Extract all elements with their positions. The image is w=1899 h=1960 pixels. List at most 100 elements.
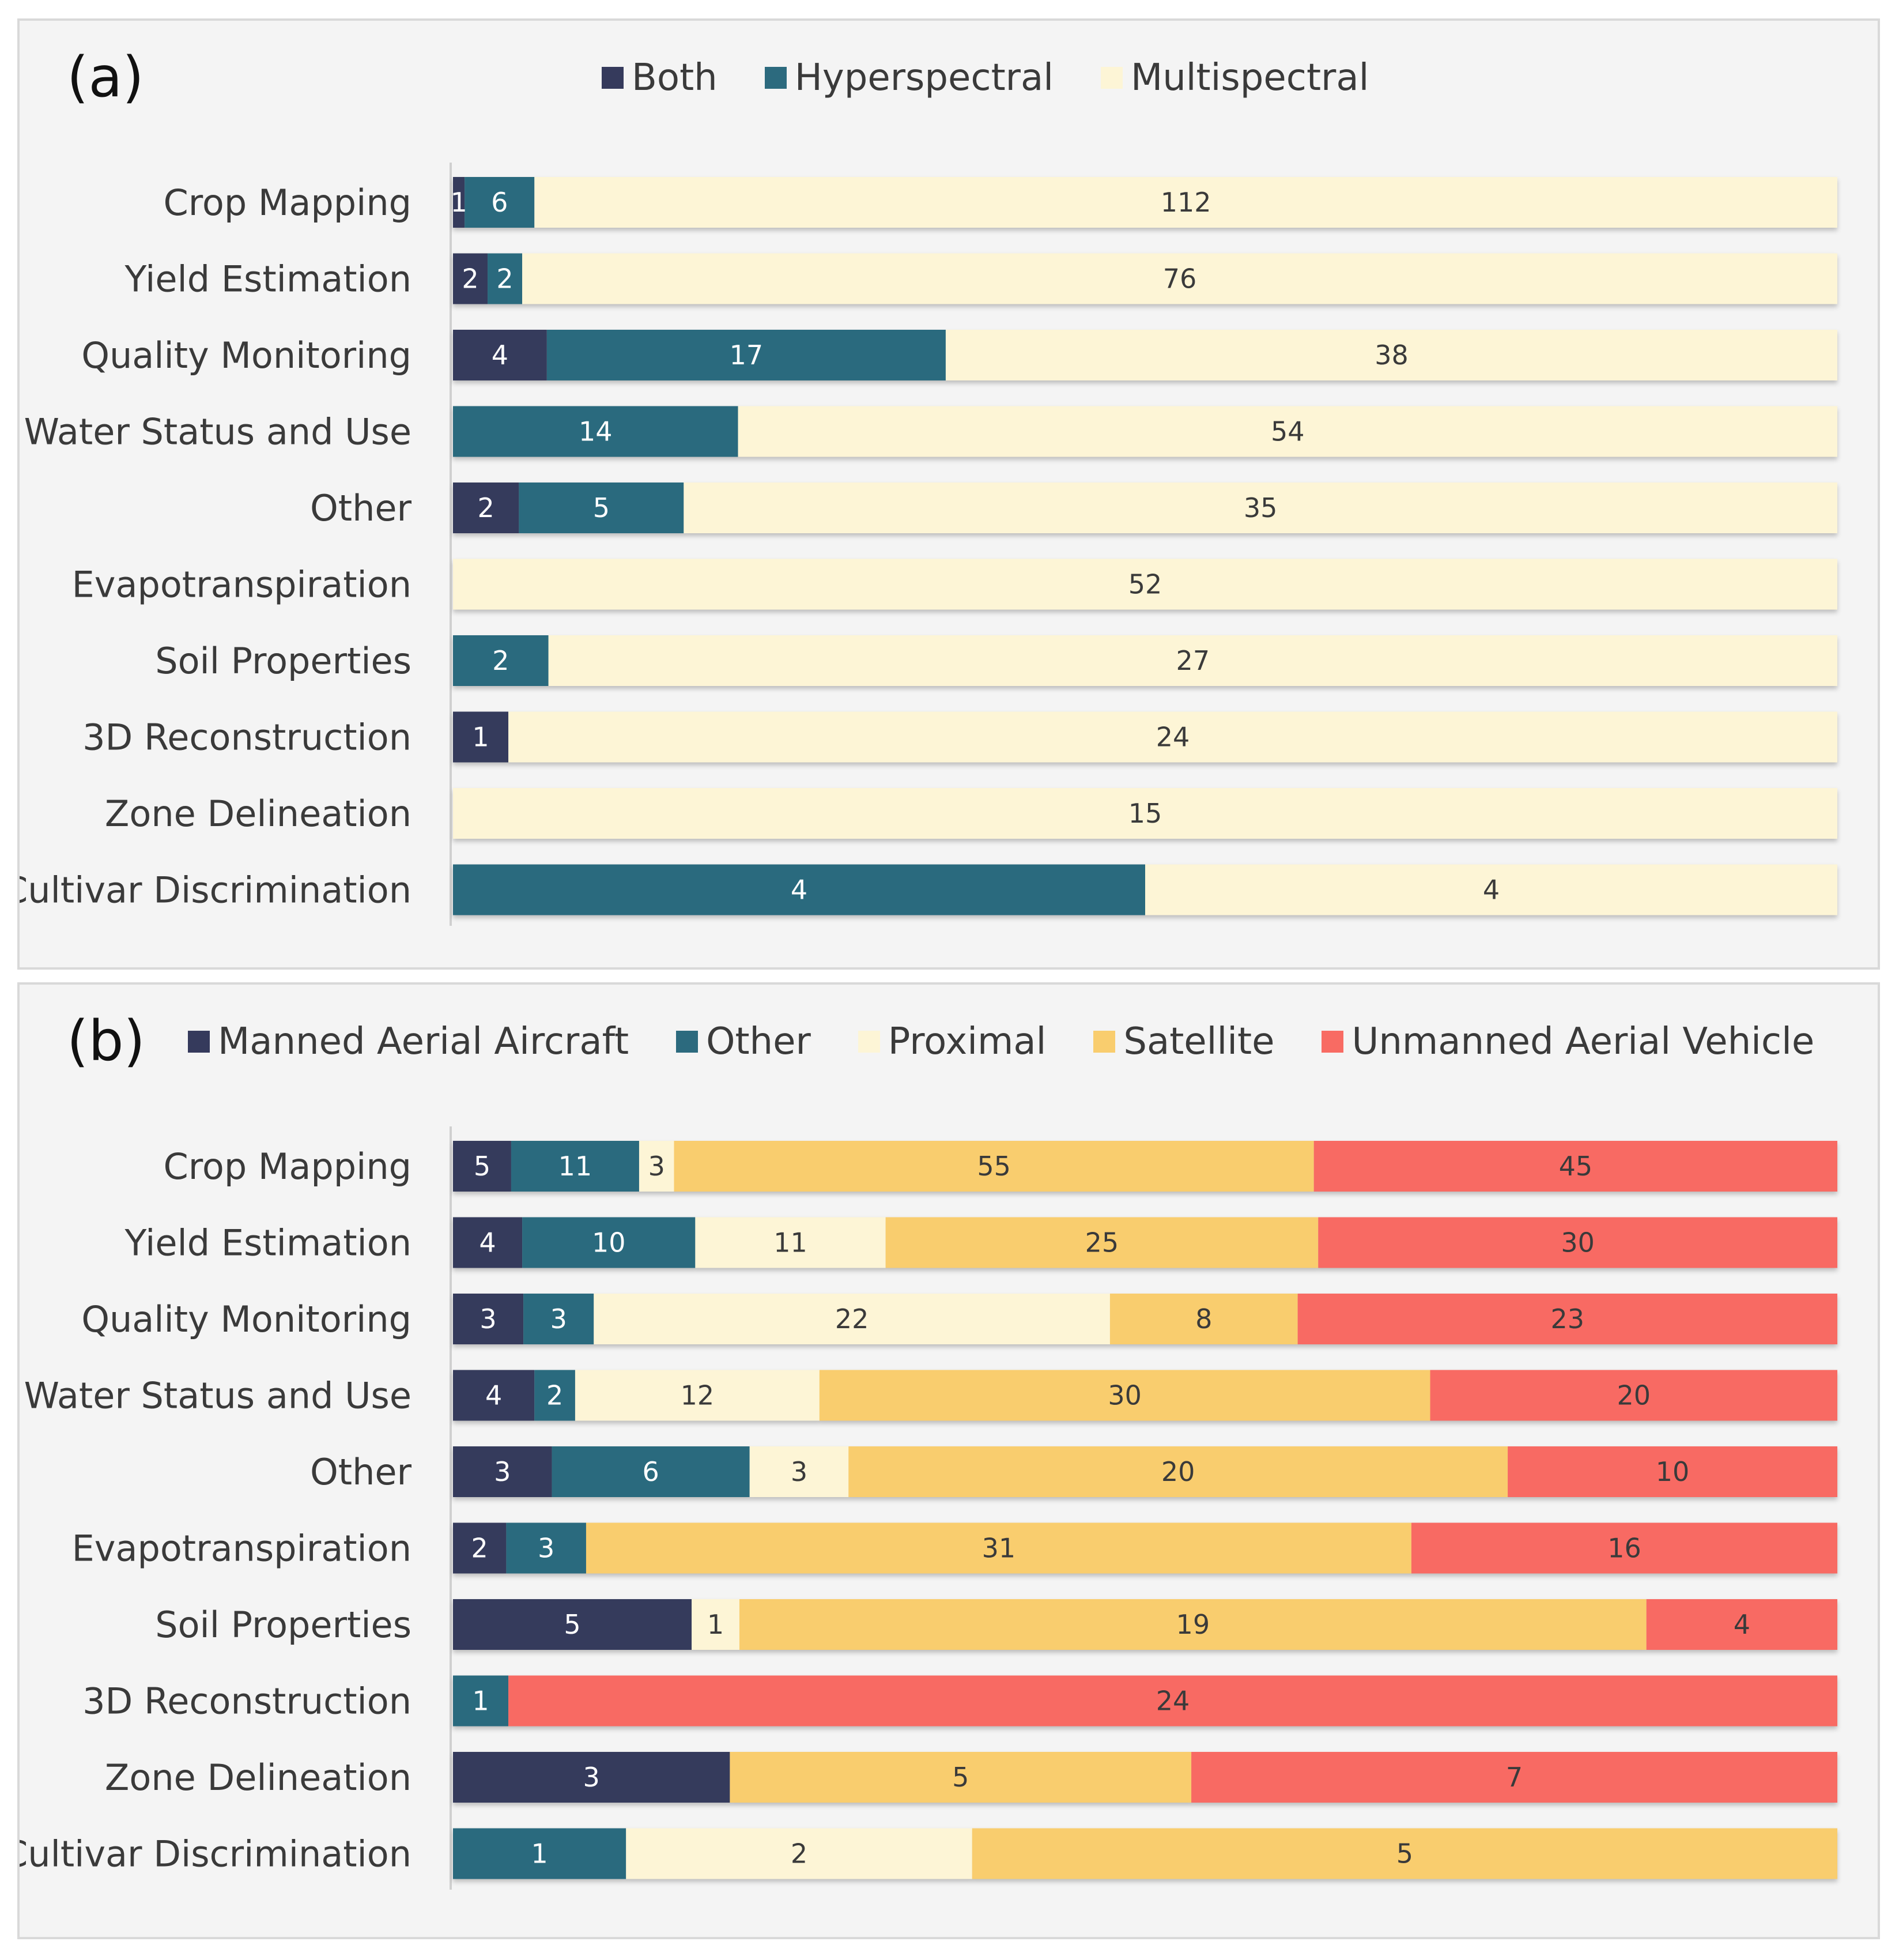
legend-swatch	[1100, 67, 1123, 89]
data-label: 5	[593, 492, 610, 523]
legend-item: Proximal	[858, 1020, 1047, 1063]
bar-row	[453, 1522, 1837, 1574]
bar-segment	[453, 635, 549, 686]
data-label: 76	[1163, 263, 1197, 295]
legend-label: Multispectral	[1130, 56, 1369, 99]
legend-label: Proximal	[888, 1020, 1047, 1063]
bar-row	[453, 1675, 1837, 1727]
data-label: 2	[791, 1838, 807, 1869]
bar-segment	[1411, 1522, 1837, 1574]
data-label: 55	[977, 1151, 1011, 1182]
category-label: Crop Mapping	[164, 1145, 412, 1188]
data-label: 1	[707, 1609, 724, 1640]
bar-segment	[730, 1752, 1192, 1803]
bar-segment	[738, 406, 1837, 457]
legend-item: Both	[602, 56, 718, 99]
category-label: Cultivar Discrimination	[20, 869, 411, 911]
data-label: 30	[1108, 1380, 1142, 1411]
bar-segment	[848, 1446, 1508, 1497]
bar-segment	[639, 1141, 674, 1192]
legend-item: Satellite	[1093, 1020, 1274, 1063]
legend-swatch	[1322, 1031, 1344, 1053]
bar-segment	[453, 1675, 509, 1727]
bar-segment	[453, 559, 1837, 610]
bar-segment	[523, 1294, 594, 1344]
bar-segment	[1145, 864, 1837, 915]
data-label: 2	[462, 263, 478, 295]
bar-segment	[453, 330, 547, 380]
bar-row	[453, 1217, 1837, 1268]
bar-segment	[1646, 1599, 1837, 1650]
bar-segment	[674, 1141, 1314, 1192]
category-label: Other	[310, 487, 412, 529]
category-label: Soil Properties	[155, 1604, 411, 1646]
bar-segment	[453, 864, 1145, 915]
data-label: 4	[1483, 875, 1500, 906]
legend-item: Other	[676, 1020, 811, 1063]
data-label: 1	[531, 1838, 548, 1869]
data-label: 10	[1656, 1456, 1690, 1487]
data-label: 31	[982, 1533, 1016, 1564]
bar-segment	[453, 1828, 626, 1879]
bar-segment	[453, 1599, 692, 1650]
bar-segment	[1191, 1752, 1837, 1803]
data-label: 45	[1559, 1151, 1593, 1182]
legend-label: Other	[706, 1020, 811, 1063]
panel-b: (b) Manned Aerial Aircraft Other Proximal S…	[17, 982, 1880, 1939]
data-label: 2	[478, 492, 494, 523]
data-label: 12	[681, 1380, 715, 1411]
bar-row	[453, 635, 1837, 686]
legend-swatch	[602, 67, 624, 89]
legend-swatch	[188, 1031, 210, 1053]
category-label: Yield Estimation	[124, 258, 411, 300]
data-label: 112	[1161, 187, 1211, 218]
category-label: Water Status and Use	[24, 1375, 411, 1417]
legend-label: Hyperspectral	[794, 56, 1054, 99]
bar-segment	[885, 1217, 1319, 1268]
data-label: 8	[1195, 1303, 1212, 1335]
category-label: 3D Reconstruction	[82, 1680, 411, 1722]
legend-item: Hyperspectral	[764, 56, 1054, 99]
legend-label: Unmanned Aerial Vehicle	[1351, 1020, 1815, 1063]
legend-swatch	[676, 1031, 699, 1053]
bar-segment	[519, 483, 684, 533]
bar-segment	[546, 330, 946, 380]
data-label: 3	[480, 1303, 496, 1335]
data-label: 30	[1561, 1227, 1595, 1258]
data-label: 2	[492, 645, 509, 676]
bar-segment	[453, 1752, 730, 1803]
bar-segment	[453, 711, 509, 763]
bar-segment	[626, 1828, 972, 1879]
data-label: 5	[1396, 1838, 1413, 1869]
category-label: 3D Reconstruction	[82, 717, 411, 759]
bar-segment	[453, 1446, 552, 1497]
category-label: Crop Mapping	[164, 182, 412, 224]
bar-row	[453, 1752, 1837, 1803]
data-label: 15	[1128, 798, 1162, 829]
data-label: 3	[538, 1533, 554, 1564]
bar-segment	[522, 253, 1837, 304]
data-label: 11	[558, 1151, 592, 1182]
data-label: 2	[496, 263, 513, 295]
category-label: Evapotranspiration	[72, 564, 411, 606]
bar-segment	[819, 1370, 1430, 1421]
data-label: 5	[952, 1762, 969, 1793]
bar-segment	[575, 1370, 820, 1421]
bar-segment	[453, 788, 1837, 839]
legend-label: Manned Aerial Aircraft	[218, 1020, 629, 1063]
bar-segment	[506, 1522, 586, 1574]
bar-segment	[586, 1522, 1411, 1574]
data-label: 1	[472, 1686, 489, 1717]
panel-label: (a)	[67, 45, 144, 110]
category-label: Soil Properties	[155, 640, 411, 682]
data-label: 19	[1176, 1609, 1210, 1640]
data-label: 20	[1161, 1456, 1195, 1487]
bar-segment	[1109, 1294, 1298, 1344]
data-label: 23	[1551, 1303, 1585, 1335]
category-label: Water Status and Use	[24, 411, 411, 453]
category-label: Other	[310, 1451, 412, 1493]
bar-row	[453, 1141, 1837, 1192]
bar-row	[453, 1599, 1837, 1650]
